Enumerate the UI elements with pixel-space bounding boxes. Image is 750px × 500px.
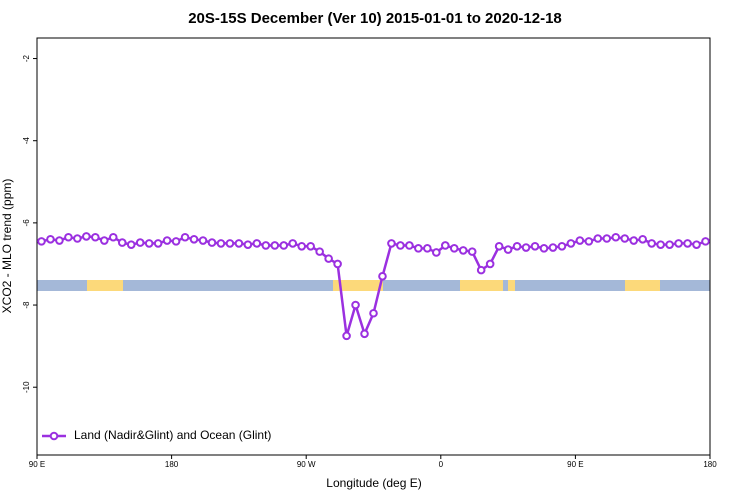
data-point <box>638 235 648 244</box>
plot-frame <box>36 37 711 456</box>
data-point <box>243 240 253 249</box>
data-point <box>288 239 298 248</box>
data-point <box>216 239 226 248</box>
data-point <box>82 232 91 241</box>
y-tick-label: -4 <box>22 137 31 145</box>
data-point <box>647 239 656 248</box>
data-point <box>297 241 307 251</box>
y-tick-label: -2 <box>22 54 31 62</box>
data-point <box>189 235 199 244</box>
data-point <box>467 247 477 256</box>
chart-title: 20S-15S December (Ver 10) 2015-01-01 to … <box>188 10 562 27</box>
x-tick-label: 90 W <box>297 460 316 469</box>
data-point <box>108 232 118 242</box>
data-point <box>414 244 423 253</box>
data-point <box>306 241 315 251</box>
data-point <box>162 236 172 245</box>
data-point <box>566 239 576 248</box>
data-point <box>91 232 100 242</box>
data-point <box>64 232 73 242</box>
data-point <box>440 241 450 250</box>
data-point <box>135 238 145 247</box>
data-point <box>252 239 262 248</box>
data-point <box>611 232 621 242</box>
data-point <box>360 329 369 339</box>
data-point <box>602 234 612 243</box>
data-point <box>270 241 280 250</box>
y-tick-label: -10 <box>22 381 31 393</box>
land-band <box>460 280 503 291</box>
surface-band <box>37 280 710 291</box>
x-tick-label: 180 <box>703 460 717 469</box>
data-point <box>593 234 603 243</box>
data-point <box>261 241 271 250</box>
data-point <box>351 300 360 310</box>
data-point <box>207 238 217 247</box>
data-point <box>584 237 594 246</box>
x-axis-label: Longitude (deg E) <box>326 476 421 490</box>
data-point <box>432 248 441 257</box>
data-point <box>369 308 378 318</box>
data-point <box>279 241 289 250</box>
data-point <box>530 241 540 251</box>
x-tick-label: 90 E <box>29 460 45 469</box>
data-point <box>198 236 208 245</box>
data-point <box>55 236 64 245</box>
data-point <box>171 237 181 246</box>
data-point <box>333 259 342 269</box>
data-point <box>701 237 710 246</box>
x-tick-label: 0 <box>439 460 444 469</box>
data-point <box>73 234 82 243</box>
data-point <box>692 240 701 249</box>
data-point <box>315 247 324 256</box>
data-point <box>423 244 432 253</box>
data-point <box>180 232 190 242</box>
data-point <box>117 238 127 247</box>
y-axis-label: XCO2 - MLO trend (ppm) <box>0 179 14 314</box>
data-point <box>656 240 665 249</box>
data-point <box>153 239 163 248</box>
land-band <box>625 280 660 291</box>
data-point <box>405 241 414 250</box>
legend-marker <box>49 431 59 441</box>
data-point <box>539 244 549 253</box>
land-band <box>87 280 123 291</box>
data-point <box>485 259 495 269</box>
data-point <box>144 239 154 248</box>
data-point <box>46 235 55 244</box>
data-point <box>521 243 531 252</box>
y-tick-label: -8 <box>22 301 31 309</box>
data-point <box>225 239 235 248</box>
data-point <box>620 234 630 243</box>
x-tick-label: 90 E <box>567 460 583 469</box>
land-band <box>333 280 383 291</box>
data-point <box>629 236 639 245</box>
x-tick-label: 180 <box>165 460 179 469</box>
data-point <box>449 244 459 253</box>
data-point <box>557 241 567 251</box>
legend-label: Land (Nadir&Glint) and Ocean (Glint) <box>74 428 271 442</box>
data-point <box>548 243 558 252</box>
data-point <box>234 239 244 248</box>
data-point <box>458 246 468 255</box>
data-point <box>126 240 136 249</box>
land-band <box>508 280 515 291</box>
data-point <box>396 241 405 250</box>
data-point <box>674 239 683 248</box>
data-point <box>494 241 504 251</box>
data-point <box>503 245 513 254</box>
data-point <box>378 271 387 281</box>
data-point <box>512 241 522 251</box>
data-point <box>387 239 396 248</box>
data-point <box>476 265 486 275</box>
data-point <box>324 254 333 263</box>
data-point <box>342 331 351 341</box>
data-point <box>37 237 46 246</box>
data-point <box>575 236 585 245</box>
data-point <box>683 239 692 248</box>
data-point <box>665 240 674 249</box>
data-point <box>100 236 109 245</box>
y-tick-label: -6 <box>22 219 31 227</box>
